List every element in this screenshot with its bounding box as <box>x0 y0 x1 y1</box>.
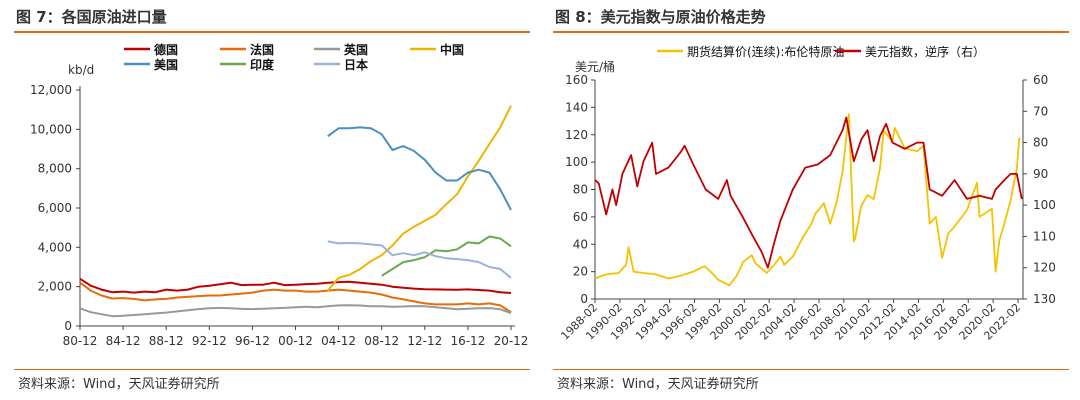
x-tick-label: 20-12 <box>494 334 529 348</box>
legend-label: 印度 <box>250 57 275 72</box>
y-axis-label: kb/d <box>68 63 94 77</box>
y-tick-label-left: 60 <box>573 210 588 224</box>
y-tick-label-left: 100 <box>565 155 588 169</box>
y-tick-label-right: 70 <box>1033 104 1048 118</box>
line-series-3 <box>327 105 512 292</box>
x-tick-label: 92-12 <box>192 334 227 348</box>
x-tick-label: 16-12 <box>450 334 485 348</box>
legend-label: 期货结算价(连续):布伦特原油 <box>687 44 844 59</box>
y-tick-label-right: 100 <box>1033 198 1056 212</box>
line-series-0 <box>594 113 1021 287</box>
legend-label: 英国 <box>344 42 368 57</box>
y-tick-label-right: 90 <box>1033 167 1048 181</box>
crude-import-line-chart: 0 2,000 4,000 6,000 8,000 10,000 12,000 kb/d 80-… <box>30 42 529 348</box>
legend-label: 德国 <box>154 42 178 57</box>
figure-7-title: 图 7：各国原油进口量 <box>16 8 167 26</box>
figure-7-panel: 图 7：各国原油进口量 0 2,000 4,000 6,000 8,000 10,000 1… <box>14 0 534 400</box>
legend-label: 日本 <box>344 57 368 72</box>
y-tick-label-left: 40 <box>573 237 588 251</box>
y-axis-label: 美元/桶 <box>575 59 615 74</box>
line-series-5 <box>381 235 512 277</box>
y-tick-label-left: 140 <box>565 100 588 114</box>
figure-8-title: 图 8：美元指数与原油价格走势 <box>555 8 766 26</box>
line-series-0 <box>79 277 512 294</box>
figure-7-bottom-rule <box>14 369 530 370</box>
line-series-4 <box>327 126 512 211</box>
figure-7-source: 资料来源：Wind，天风证券研究所 <box>18 377 220 392</box>
y-tick-label: 4,000 <box>38 240 72 254</box>
x-tick-label: 96-12 <box>235 334 270 348</box>
y-tick-label-right: 110 <box>1033 229 1056 243</box>
x-tick-label: 04-12 <box>321 334 356 348</box>
figure-8-bottom-rule <box>553 369 1069 370</box>
y-tick-label: 0 <box>64 319 72 333</box>
y-tick-label-left: 0 <box>580 292 588 306</box>
x-tick-label: 12-12 <box>407 334 442 348</box>
line-series-1 <box>79 281 512 314</box>
figure-7-top-rule <box>14 31 530 33</box>
x-tick-label: 88-12 <box>149 334 184 348</box>
y-tick-label-right: 60 <box>1033 73 1048 87</box>
figure-8-source: 资料来源：Wind，天风证券研究所 <box>557 377 759 392</box>
line-series-2 <box>79 304 512 318</box>
y-tick-label-right: 130 <box>1033 292 1056 306</box>
figure-8-top-rule <box>553 31 1069 33</box>
y-tick-label-left: 20 <box>573 265 588 279</box>
figure-8-panel: 图 8：美元指数与原油价格走势 0 20 40 60 80 100 120 140 160 60 7… <box>553 0 1073 400</box>
x-tick-label: 80-12 <box>63 334 98 348</box>
y-tick-label: 6,000 <box>38 201 72 215</box>
y-tick-label: 8,000 <box>38 162 72 176</box>
y-tick-label-right: 120 <box>1033 261 1056 275</box>
x-tick-label: 08-12 <box>364 334 399 348</box>
y-tick-label-left: 80 <box>573 183 588 197</box>
line-series-1 <box>594 116 1023 269</box>
x-tick-label: 00-12 <box>278 334 313 348</box>
y-tick-label: 2,000 <box>38 280 72 294</box>
legend-label: 美元指数，逆序（右） <box>865 44 985 59</box>
line-series-6 <box>327 240 512 279</box>
legend-label: 法国 <box>250 42 274 57</box>
y-tick-label-left: 120 <box>565 128 588 142</box>
y-tick-label: 10,000 <box>30 122 72 136</box>
x-tick-label: 84-12 <box>106 334 141 348</box>
y-tick-label-right: 80 <box>1033 136 1048 150</box>
y-tick-label: 12,000 <box>30 83 72 97</box>
legend-label: 美国 <box>154 57 178 72</box>
y-tick-label-left: 160 <box>565 73 588 87</box>
usd-brent-line-chart: 0 20 40 60 80 100 120 140 160 60 70 80 90 100 110 120 13… <box>558 44 1056 343</box>
legend-label: 中国 <box>440 42 464 57</box>
